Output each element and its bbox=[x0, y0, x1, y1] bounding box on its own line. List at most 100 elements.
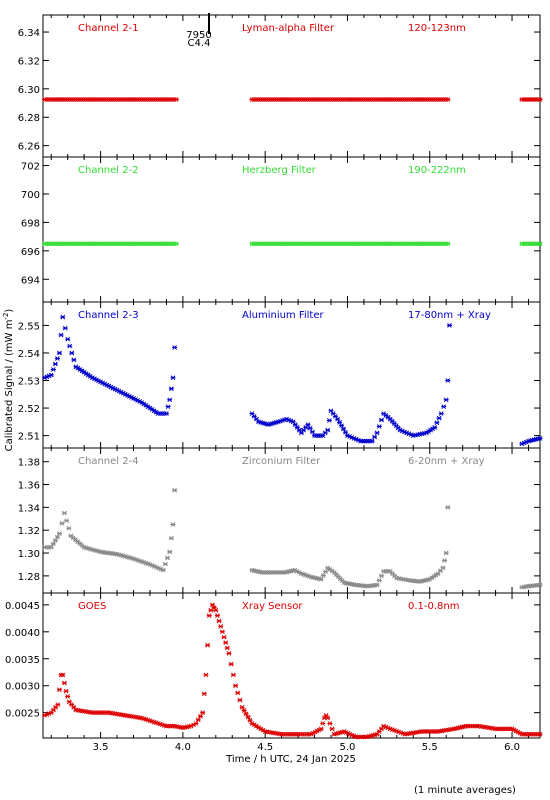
panel-label: 0.1-0.8nm bbox=[408, 601, 460, 612]
panel-label: Lyman-alpha Filter bbox=[242, 23, 335, 34]
data-point bbox=[323, 713, 329, 718]
data-point bbox=[48, 710, 54, 716]
data-point bbox=[239, 704, 245, 710]
data-point bbox=[206, 613, 212, 618]
data-point bbox=[168, 535, 174, 541]
y-tick-label: 6.32 bbox=[18, 56, 40, 67]
data-point bbox=[219, 629, 225, 635]
x-tick-label: 5.5 bbox=[422, 742, 438, 753]
panel-label: 190-222nm bbox=[408, 165, 466, 176]
data-point bbox=[230, 672, 236, 678]
data-point bbox=[170, 522, 176, 527]
data-point bbox=[309, 429, 315, 435]
panel-channel-2-1: 6.26 6.28 6.30 6.32 6.34 Channel 2-1 Lyman-alp… bbox=[18, 14, 543, 158]
data-point bbox=[67, 343, 73, 349]
panel-frame bbox=[42, 592, 541, 739]
y-tick-label: 0.0035 bbox=[5, 655, 40, 666]
y-tick-label: 696 bbox=[21, 247, 40, 258]
data-point bbox=[162, 561, 168, 567]
data-point bbox=[443, 550, 449, 556]
data-point bbox=[66, 699, 72, 705]
data-point bbox=[445, 505, 451, 510]
panel-frame bbox=[42, 14, 541, 158]
data-point bbox=[201, 691, 207, 697]
data-point bbox=[537, 241, 543, 247]
data-point bbox=[253, 416, 259, 422]
data-point bbox=[52, 538, 58, 543]
data-point bbox=[50, 707, 56, 713]
data-point bbox=[327, 721, 333, 726]
panel-frame bbox=[42, 156, 541, 303]
data-point bbox=[59, 521, 65, 526]
panel-label: Aluminium Filter bbox=[242, 310, 325, 321]
data-point bbox=[69, 350, 75, 356]
data-point bbox=[211, 605, 217, 610]
data-point bbox=[376, 729, 382, 734]
flare-marker-class: C4.4 bbox=[188, 38, 211, 49]
y-tick-label: 2.51 bbox=[18, 432, 40, 443]
data-point bbox=[224, 645, 230, 651]
data-point bbox=[442, 558, 448, 563]
data-point bbox=[374, 582, 380, 588]
data-point bbox=[167, 397, 173, 403]
panel-channel-2-3: 2.51 2.52 2.53 2.54 2.55 Channel 2-3 Aluminium… bbox=[18, 301, 543, 449]
data-point bbox=[307, 425, 313, 431]
data-point bbox=[320, 573, 326, 578]
data-point bbox=[233, 683, 239, 689]
data-point bbox=[172, 345, 178, 350]
y-tick-label: 6.34 bbox=[18, 28, 40, 39]
data-point bbox=[69, 702, 75, 707]
data-point bbox=[50, 541, 56, 547]
data-point bbox=[378, 726, 384, 732]
data-point bbox=[195, 717, 201, 723]
x-axis-label: Time / h UTC, 24 Jan 2025 bbox=[225, 754, 356, 765]
data-series bbox=[42, 241, 543, 247]
data-point bbox=[71, 704, 77, 710]
data-point bbox=[440, 565, 446, 571]
data-point bbox=[56, 531, 62, 536]
x-tick-label: 5.0 bbox=[340, 742, 356, 753]
data-point bbox=[537, 97, 543, 102]
panel-label: Zirconium Filter bbox=[242, 456, 321, 467]
data-point bbox=[445, 97, 451, 102]
y-axis-label: Calibrated Signal / (mW m-2) bbox=[2, 309, 15, 452]
data-point bbox=[218, 624, 224, 629]
data-point bbox=[326, 418, 332, 423]
data-point bbox=[325, 427, 331, 433]
y-tick-label: 6.26 bbox=[18, 142, 40, 153]
data-series bbox=[42, 97, 543, 102]
data-point bbox=[60, 314, 66, 320]
y-tick-label: 2.52 bbox=[18, 404, 40, 415]
y-tick-label: 0.0030 bbox=[5, 682, 40, 693]
data-point bbox=[48, 372, 54, 378]
data-point bbox=[237, 697, 243, 703]
y-axis-label-end: ) bbox=[4, 309, 15, 313]
panel-label: Herzberg Filter bbox=[242, 165, 317, 176]
data-point bbox=[197, 713, 203, 719]
data-point bbox=[62, 325, 68, 331]
data-point bbox=[167, 549, 173, 555]
data-point bbox=[173, 97, 179, 102]
panel-label: Channel 2-3 bbox=[78, 310, 139, 321]
data-point bbox=[210, 602, 216, 608]
panel-label: 17-80nm + Xray bbox=[408, 310, 491, 321]
data-point bbox=[214, 613, 220, 618]
y-tick-label: 702 bbox=[21, 162, 40, 173]
data-point bbox=[329, 726, 335, 732]
data-point bbox=[221, 634, 227, 640]
data-point bbox=[445, 241, 451, 247]
y-tick-label: 700 bbox=[21, 190, 40, 201]
panel-label: GOES bbox=[78, 601, 106, 612]
data-point bbox=[537, 436, 543, 441]
data-point bbox=[335, 416, 341, 422]
y-tick-label: 6.28 bbox=[18, 113, 40, 124]
panel-channel-2-2: 694 696 698 700 702 Channel 2-2 Herzberg Filte… bbox=[21, 156, 543, 303]
panel-label: 6-20nm + Xray bbox=[408, 456, 485, 467]
data-point bbox=[376, 578, 382, 583]
data-point bbox=[65, 694, 71, 699]
data-point bbox=[537, 582, 543, 588]
data-point bbox=[432, 424, 438, 430]
data-point bbox=[205, 642, 211, 648]
y-tick-label: 0.0045 bbox=[5, 601, 40, 612]
